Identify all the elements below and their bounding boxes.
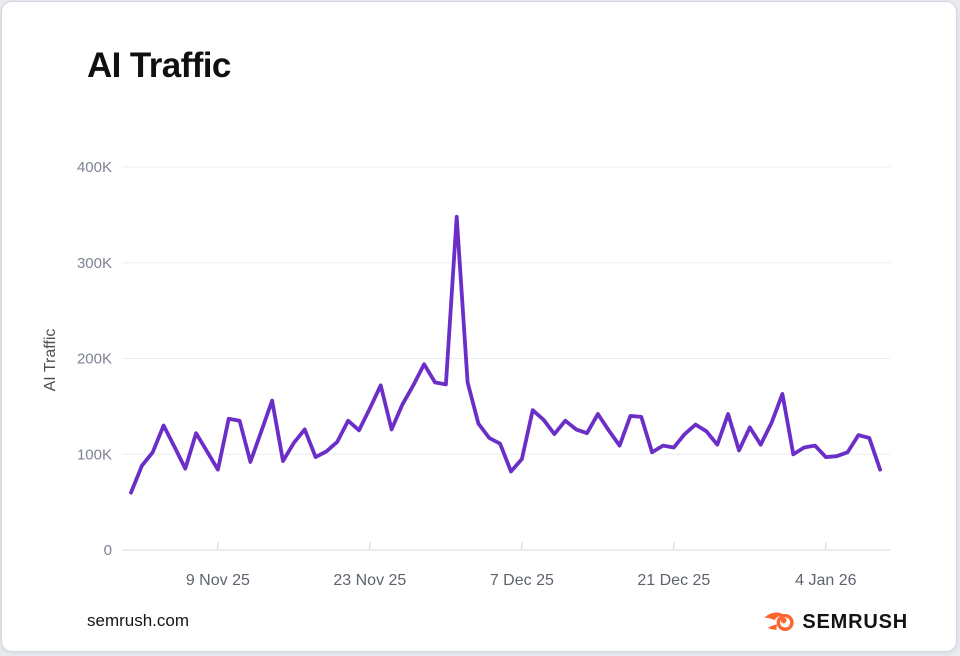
xtick-label: 7 Dec 25	[490, 572, 554, 589]
ytick-label-200K: 200K	[77, 351, 112, 368]
ytick-label-0: 0	[104, 542, 112, 559]
ytick-label-300K: 300K	[77, 255, 112, 272]
semrush-logo: SEMRUSH	[764, 610, 908, 635]
ytick-label-400K: 400K	[77, 159, 112, 176]
y-axis-ticks: 0 100K 200K 300K 400K	[77, 159, 112, 559]
y-axis-title: AI Traffic	[42, 329, 59, 392]
xtick-label: 4 Jan 26	[795, 572, 856, 589]
ytick-label-100K: 100K	[77, 446, 112, 463]
semrush-flame-icon	[764, 612, 795, 631]
gridlines	[122, 166, 890, 551]
xtick-label: 23 Nov 25	[333, 572, 406, 589]
semrush-wordmark: SEMRUSH	[802, 611, 908, 633]
xtick-label: 9 Nov 25	[186, 572, 250, 589]
source-domain: semrush.com	[87, 611, 190, 630]
xtick-label: 21 Dec 25	[637, 572, 710, 589]
page-title: AI Traffic	[87, 46, 231, 85]
ai-traffic-line-series	[129, 214, 882, 495]
x-axis-ticks: 9 Nov 25 23 Nov 25 7 Dec 25 21 Dec 25 4 Jan …	[186, 542, 857, 589]
